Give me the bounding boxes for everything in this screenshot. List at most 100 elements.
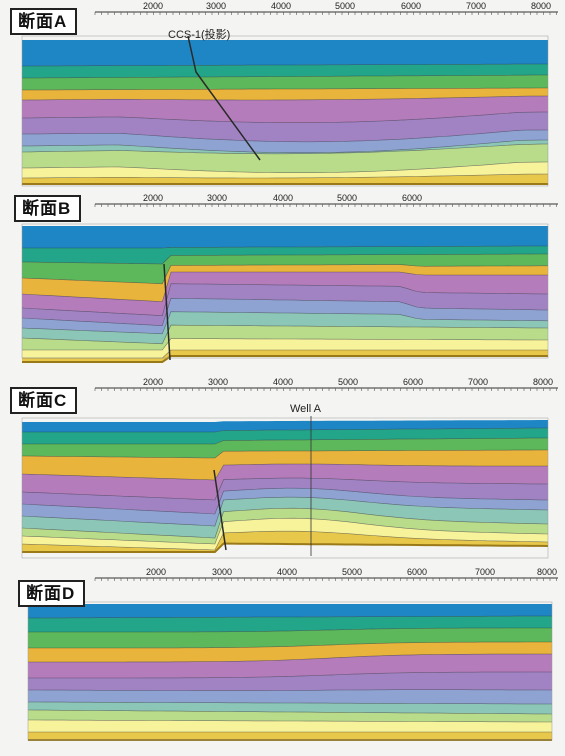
strata-layer [22,531,548,552]
strata-layer [22,311,548,344]
horizon-line [21,324,549,345]
axis-tick-label: 2000 [143,193,163,203]
horizon-line [21,253,548,265]
axis-tick-label: 2000 [146,567,166,577]
strata-layer [28,689,552,704]
axis-tick-label: 7000 [468,377,488,387]
horizon-line [21,173,549,179]
strata-layer [22,96,548,123]
section-b-diagram: 2000 3000 4000 5000 6000 [21,193,558,363]
axis-tick-label: 5000 [342,567,362,577]
axis-tick-label: 6000 [401,1,421,11]
horizon-line [21,517,549,545]
axis-tick-label: 2000 [143,1,163,11]
horizon-line [28,653,552,663]
axis-tick-label: 8000 [533,377,553,387]
strata-layer [28,616,552,632]
section-frame [21,223,549,359]
strata-layer [28,654,552,678]
strata-layer [22,75,548,90]
fault-line [187,35,261,161]
strata-layer [22,264,548,302]
horizon-line [21,507,549,539]
horizon-line [28,627,552,633]
horizon-line [22,427,549,433]
horizon-line [21,264,548,285]
axis-tick-label: 3000 [212,567,232,577]
axis-tick-label: 7000 [475,567,495,577]
horizon-line [22,63,548,67]
section-b-panel: 2000 3000 4000 5000 6000 断面B [0,190,565,380]
horizon-line [21,271,548,303]
section-d-label: 断面D [18,580,86,607]
horizon-line [28,689,552,691]
axis-tick-label: 5000 [335,1,355,11]
strata-layer [22,325,548,350]
axis-tick-label: 5000 [338,377,358,387]
well-annotation: CCS-1(投影) [168,27,230,41]
section-b-label: 断面B [14,195,82,222]
axis-tick-label: 8000 [531,1,551,11]
strata-layer [22,40,548,66]
section-c-panel: 2000 3000 4000 5000 6000 7000 8000 Well A 断面C [0,377,565,570]
axis-tick-label: 6000 [407,567,427,577]
section-frame [21,35,549,187]
strata-layer [22,464,548,500]
horizon-line [22,245,548,249]
axis-tick-label: 8000 [537,567,557,577]
horizon-line [28,671,552,679]
strata-layer [28,672,552,691]
horizon-line [21,477,549,501]
horizon-line [21,161,549,173]
horizon-line [21,496,549,527]
horizon-line [28,701,552,705]
horizon-line [21,139,549,153]
horizon-line [22,74,548,79]
horizon-line [28,641,552,649]
axis-tick-label: 3000 [207,193,227,203]
axis-tick-label: 3000 [208,377,228,387]
horizon-line [21,143,549,155]
horizon-line [22,437,549,445]
strata-layer [22,272,548,316]
section-frame [27,601,553,741]
strata-layer [22,518,548,550]
horizon-line [21,111,549,123]
strata-layer [28,628,552,648]
well-annotation: Well A [290,403,322,415]
section-c-diagram: 2000 3000 4000 5000 6000 7000 8000 Well A [21,377,558,559]
strata-layer [22,478,548,514]
horizon-line [21,487,549,515]
section-frame [21,417,549,559]
axis-tick-label: 4000 [273,193,293,203]
horizon-line [27,709,553,715]
strata-layer [22,438,548,458]
horizon-line [28,615,552,619]
axis-tick-label: 4000 [273,377,293,387]
horizon-line [21,449,548,459]
strata-layer [28,604,552,618]
horizon-line [21,311,549,335]
horizon-line [22,87,548,91]
strata-layer [22,488,548,526]
section-a-diagram: 2000 3000 4000 5000 6000 7000 8000 CCS-1(投影) [21,1,558,187]
section-c-label: 断面C [10,387,78,414]
strata-layer [28,732,552,740]
axis-tick-label: 6000 [402,193,422,203]
section-a-label: 断面A [10,8,78,35]
basement-horizon [22,542,549,553]
fault-line [163,263,171,361]
axis-tick-label: 4000 [277,567,297,577]
section-a-panel: 2000 3000 4000 5000 6000 7000 8000 CCS-1(投影) 断面… [0,0,565,190]
axis-tick-label: 2000 [143,377,163,387]
horizon-line [21,463,548,481]
basement-horizon [22,355,548,363]
horizon-line [21,129,549,143]
strata-layer [22,497,548,538]
strata-layer [22,254,548,284]
strata-layer [22,226,548,248]
axis-tick-label: 4000 [271,1,291,11]
horizon-line [21,283,549,317]
horizon-line [21,95,549,101]
axis-tick-label: 5000 [337,193,357,203]
